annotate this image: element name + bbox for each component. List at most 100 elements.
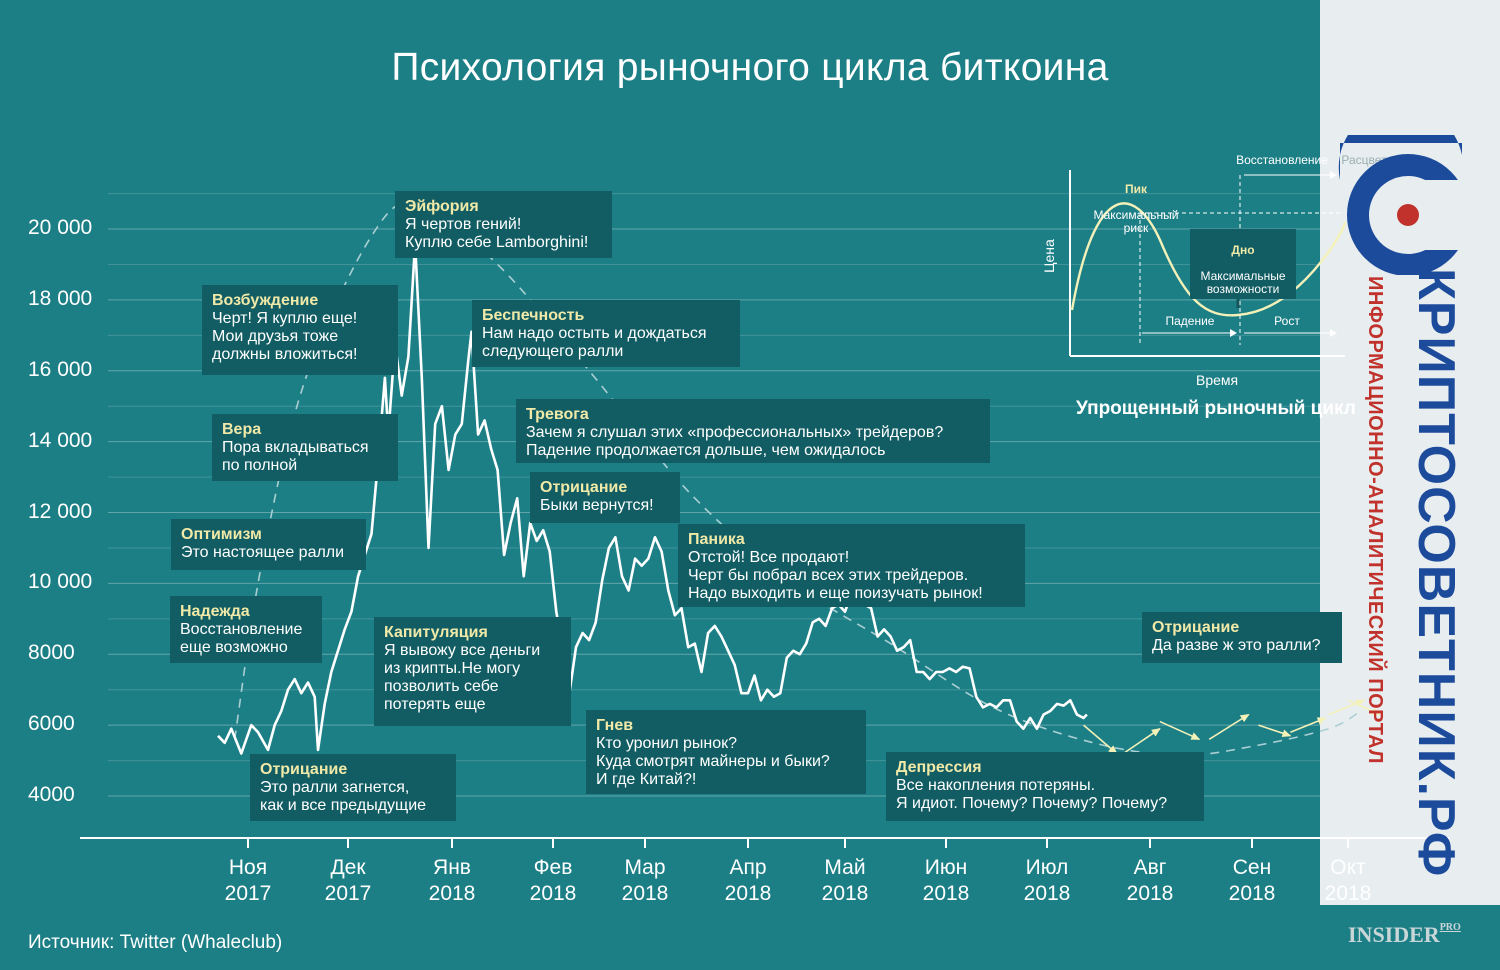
- x-tick-label: Ноя 2017: [224, 856, 272, 905]
- annotation-heading: Отрицание: [260, 761, 348, 778]
- x-tick-label: Окт 2018: [1324, 856, 1372, 905]
- source-note: Источник: Twitter (Whaleclub): [28, 932, 283, 953]
- x-tick-label: Янв 2018: [428, 856, 476, 905]
- y-tick-label: 16 000: [28, 357, 93, 381]
- x-tick-label: Июн 2018: [922, 856, 970, 905]
- annotation-text: Все накопления потеряны. Я идиот. Почему…: [896, 777, 1168, 812]
- logo-sub-text: ИНФОРМАЦИОННО-АНАЛИТИЧЕСКИЙ ПОРТАЛ: [1364, 276, 1386, 764]
- logo-main-text: КРИПТОСОВЕТНИК.РФ: [1407, 268, 1465, 878]
- y-tick-label: 10 000: [28, 570, 93, 594]
- annotation-box: Паника Отстой! Все продают! Черт бы побра…: [678, 524, 1025, 607]
- annotation-text: Черт! Я куплю еще! Мои друзья тоже должн…: [212, 310, 358, 363]
- mini-y-label: Цена: [1040, 239, 1057, 273]
- mini-chart-title: Упрощенный рыночный цикл: [1076, 398, 1356, 419]
- mini-phase-bloom: Расцвет: [1341, 153, 1387, 167]
- mini-phase-recovery: Восстановление: [1236, 153, 1328, 167]
- trend-arrow: [1159, 720, 1201, 741]
- annotation-box: Депрессия Все накопления потеряны. Я идио…: [886, 752, 1204, 821]
- annotation-heading: Надежда: [180, 603, 250, 620]
- y-tick-label: 4000: [28, 783, 75, 806]
- x-tick-label: Дек 2017: [324, 856, 372, 905]
- annotation-heading: Беспечность: [482, 307, 585, 324]
- annotation-text: Это настоящее ралли: [181, 544, 345, 561]
- annotation-box: Эйфория Я чертов гений! Куплю себе Lambor…: [395, 191, 612, 258]
- annotation-heading: Отрицание: [1152, 619, 1240, 636]
- annotation-text: Нам надо остыть и дождаться следующего р…: [482, 325, 707, 360]
- mini-cycle-curve: [1070, 202, 1347, 317]
- annotation-box: Тревога Зачем я слушал этих «профессионал…: [516, 399, 990, 463]
- annotation-box: Капитуляция Я вывожу все деньги из крипты…: [374, 617, 571, 726]
- annotation-box: Отрицание Это ралли загнется, как и все п…: [250, 754, 456, 821]
- insider-logo-sup: PRO: [1439, 922, 1461, 933]
- annotation-text: Я вывожу все деньги из крипты.Не могу по…: [384, 642, 541, 713]
- x-tick-label: Авг 2018: [1126, 856, 1174, 905]
- annotation-box: Отрицание Быки вернутся!: [530, 472, 680, 523]
- y-tick-label: 18 000: [28, 286, 93, 310]
- annotation-text: Да разве ж это ралли?: [1152, 637, 1321, 654]
- annotation-heading: Оптимизм: [181, 526, 262, 543]
- trend-arrow: [1290, 717, 1327, 733]
- x-tick-label: Сен 2018: [1228, 856, 1276, 905]
- mini-bottom-label: Дно Максимальные возможности: [1190, 229, 1296, 299]
- annotation-text: Быки вернутся!: [540, 497, 654, 514]
- page-title: Психология рыночного цикла биткоина: [391, 46, 1109, 89]
- annotation-heading: Возбуждение: [212, 292, 319, 309]
- annotation-text: Пора вкладываться по полной: [222, 439, 369, 474]
- mini-bottom-heading: Дно: [1231, 243, 1255, 257]
- trend-arrow: [1347, 699, 1381, 716]
- insider-logo-text: INSIDER: [1348, 922, 1440, 947]
- x-axis: [80, 837, 1450, 848]
- annotation-text: Отстой! Все продают! Черт бы побрал всех…: [688, 549, 983, 602]
- mini-peak-text: Максимальный риск: [1093, 208, 1179, 235]
- x-tick-label: Апр 2018: [724, 856, 772, 905]
- y-tick-label: 20 000: [28, 216, 93, 239]
- trend-arrow: [1122, 728, 1161, 755]
- side-panel: [1320, 0, 1500, 905]
- annotation-box: Беспечность Нам надо остыть и дождаться с…: [472, 300, 740, 367]
- annotation-text: Я чертов гений! Куплю себе Lamborghini!: [405, 216, 589, 251]
- annotation-heading: Тревога: [526, 406, 589, 423]
- annotation-text: Это ралли загнется, как и все предыдущие: [260, 779, 427, 814]
- annotation-box: Отрицание Да разве ж это ралли?: [1142, 612, 1342, 663]
- annotation-heading: Капитуляция: [384, 624, 488, 641]
- trend-arrow: [1328, 699, 1365, 716]
- mini-peak-heading: Пик: [1124, 182, 1147, 196]
- y-tick-label: 8000: [28, 641, 75, 665]
- annotation-text: Зачем я слушал этих «профессиональных» т…: [526, 424, 944, 459]
- logo-mark: [1338, 135, 1470, 275]
- annotation-heading: Отрицание: [540, 479, 628, 496]
- x-tick-label: Май 2018: [821, 856, 869, 905]
- annotation-box: Гнев Кто уронил рынок? Куда смотрят майне…: [586, 710, 866, 794]
- annotation-text: Восстановление еще возможно: [180, 621, 303, 656]
- trend-arrows: [1083, 699, 1381, 755]
- mini-phase-rise: Рост: [1274, 314, 1300, 328]
- insider-logo: INSIDERPRO: [1348, 922, 1461, 948]
- mini-bottom-text: Максимальные возможности: [1200, 269, 1286, 296]
- annotation-heading: Гнев: [596, 717, 634, 734]
- x-tick-label: Фев 2018: [529, 856, 577, 905]
- annotation-heading: Паника: [688, 531, 745, 548]
- trend-arrow: [1208, 713, 1250, 740]
- mini-x-label: Время: [1196, 372, 1239, 388]
- annotation-box: Надежда Восстановление еще возможно: [170, 596, 322, 663]
- gridlines: [108, 193, 1320, 797]
- mini-peak-label: Пик Максимальный риск: [1086, 170, 1186, 235]
- annotation-heading: Депрессия: [896, 759, 982, 776]
- mini-cycle-diagram: [1069, 170, 1347, 357]
- y-tick-label: 6000: [28, 712, 75, 736]
- y-tick-label: 12 000: [28, 499, 93, 523]
- annotation-text: Кто уронил рынок? Куда смотрят майнеры и…: [596, 735, 830, 788]
- annotation-box: Вера Пора вкладываться по полной: [212, 414, 398, 481]
- annotation-heading: Вера: [222, 421, 262, 438]
- price-line: [217, 241, 1088, 755]
- trend-arrow: [1258, 724, 1292, 738]
- trend-arrow: [1083, 724, 1118, 755]
- y-tick-label: 14 000: [28, 428, 93, 452]
- annotation-heading: Эйфория: [405, 198, 479, 215]
- mini-phase-fall: Падение: [1165, 314, 1215, 328]
- annotation-box: Возбуждение Черт! Я куплю еще! Мои друзья…: [202, 285, 398, 375]
- x-tick-label: Июл 2018: [1023, 856, 1071, 905]
- annotation-box: Оптимизм Это настоящее ралли: [171, 519, 366, 570]
